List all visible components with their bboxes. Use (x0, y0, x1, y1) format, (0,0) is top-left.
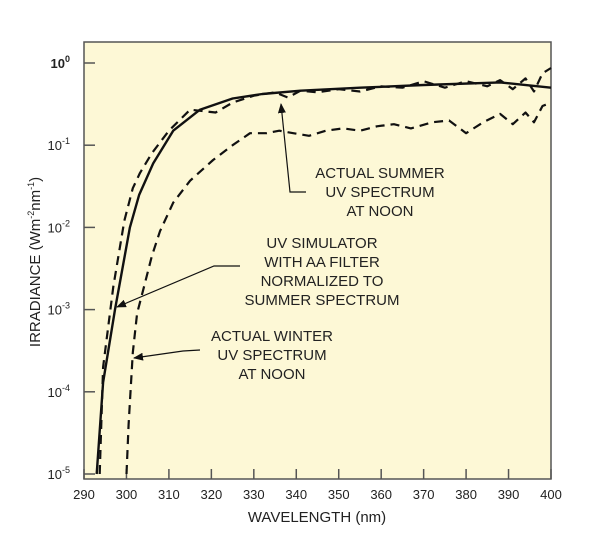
x-tick-label: 300 (116, 487, 138, 502)
winter-annotation-arrow (133, 349, 201, 361)
summer-annotation-text: AT NOON (347, 203, 414, 220)
x-tick-label: 390 (498, 487, 520, 502)
winter-annotation-text: ACTUAL WINTER (211, 328, 333, 345)
x-tick-label: 290 (73, 487, 95, 502)
winter-annotation-text: AT NOON (239, 366, 306, 383)
x-tick-label: 400 (540, 487, 562, 502)
y-axis-label: IRRADIANCE (Wm-2nm-1) (26, 177, 44, 347)
simulator-annotation-text: WITH AA FILTER (264, 254, 380, 271)
summer-annotation-text: ACTUAL SUMMER (315, 165, 445, 182)
series-line-3 (125, 101, 552, 475)
x-tick-label: 360 (370, 487, 392, 502)
x-axis: 290 300 310 320 330 340 350 360 370 380 390 400 (73, 469, 562, 502)
y-tick-label: 10-2 (48, 218, 70, 235)
summer-annotation-arrow (277, 103, 306, 193)
y-axis: 100 10-1 10-2 10-3 10-4 10-5 (48, 54, 95, 482)
y-tick-label: 10-4 (48, 383, 70, 400)
plot-area (83, 41, 552, 480)
x-tick-label: 320 (201, 487, 223, 502)
y-tick-label: 100 (51, 54, 70, 71)
simulator-annotation-text: NORMALIZED TO (261, 273, 384, 290)
y-tick-label: 10-1 (48, 136, 70, 153)
x-tick-label: 370 (413, 487, 435, 502)
series-line-2 (98, 67, 552, 475)
simulator-annotation-text: SUMMER SPECTRUM (244, 292, 399, 309)
x-tick-label: 310 (158, 487, 180, 502)
summer-annotation-text: UV SPECTRUM (325, 184, 434, 201)
y-tick-label: 10-5 (48, 465, 70, 482)
x-tick-label: 330 (243, 487, 265, 502)
annotations: ACTUAL SUMMER UV SPECTRUM AT NOON UV SIMULA… (116, 103, 445, 383)
simulator-annotation-text: UV SIMULATOR (266, 235, 377, 252)
x-tick-label: 350 (328, 487, 350, 502)
x-axis-label: WAVELENGTH (nm) (248, 509, 386, 526)
series-group (95, 67, 552, 475)
x-tick-label: 380 (455, 487, 477, 502)
x-tick-label: 340 (285, 487, 307, 502)
simulator-annotation-arrow (116, 265, 240, 308)
y-tick-label: 10-3 (48, 301, 70, 318)
winter-annotation-text: UV SPECTRUM (217, 347, 326, 364)
